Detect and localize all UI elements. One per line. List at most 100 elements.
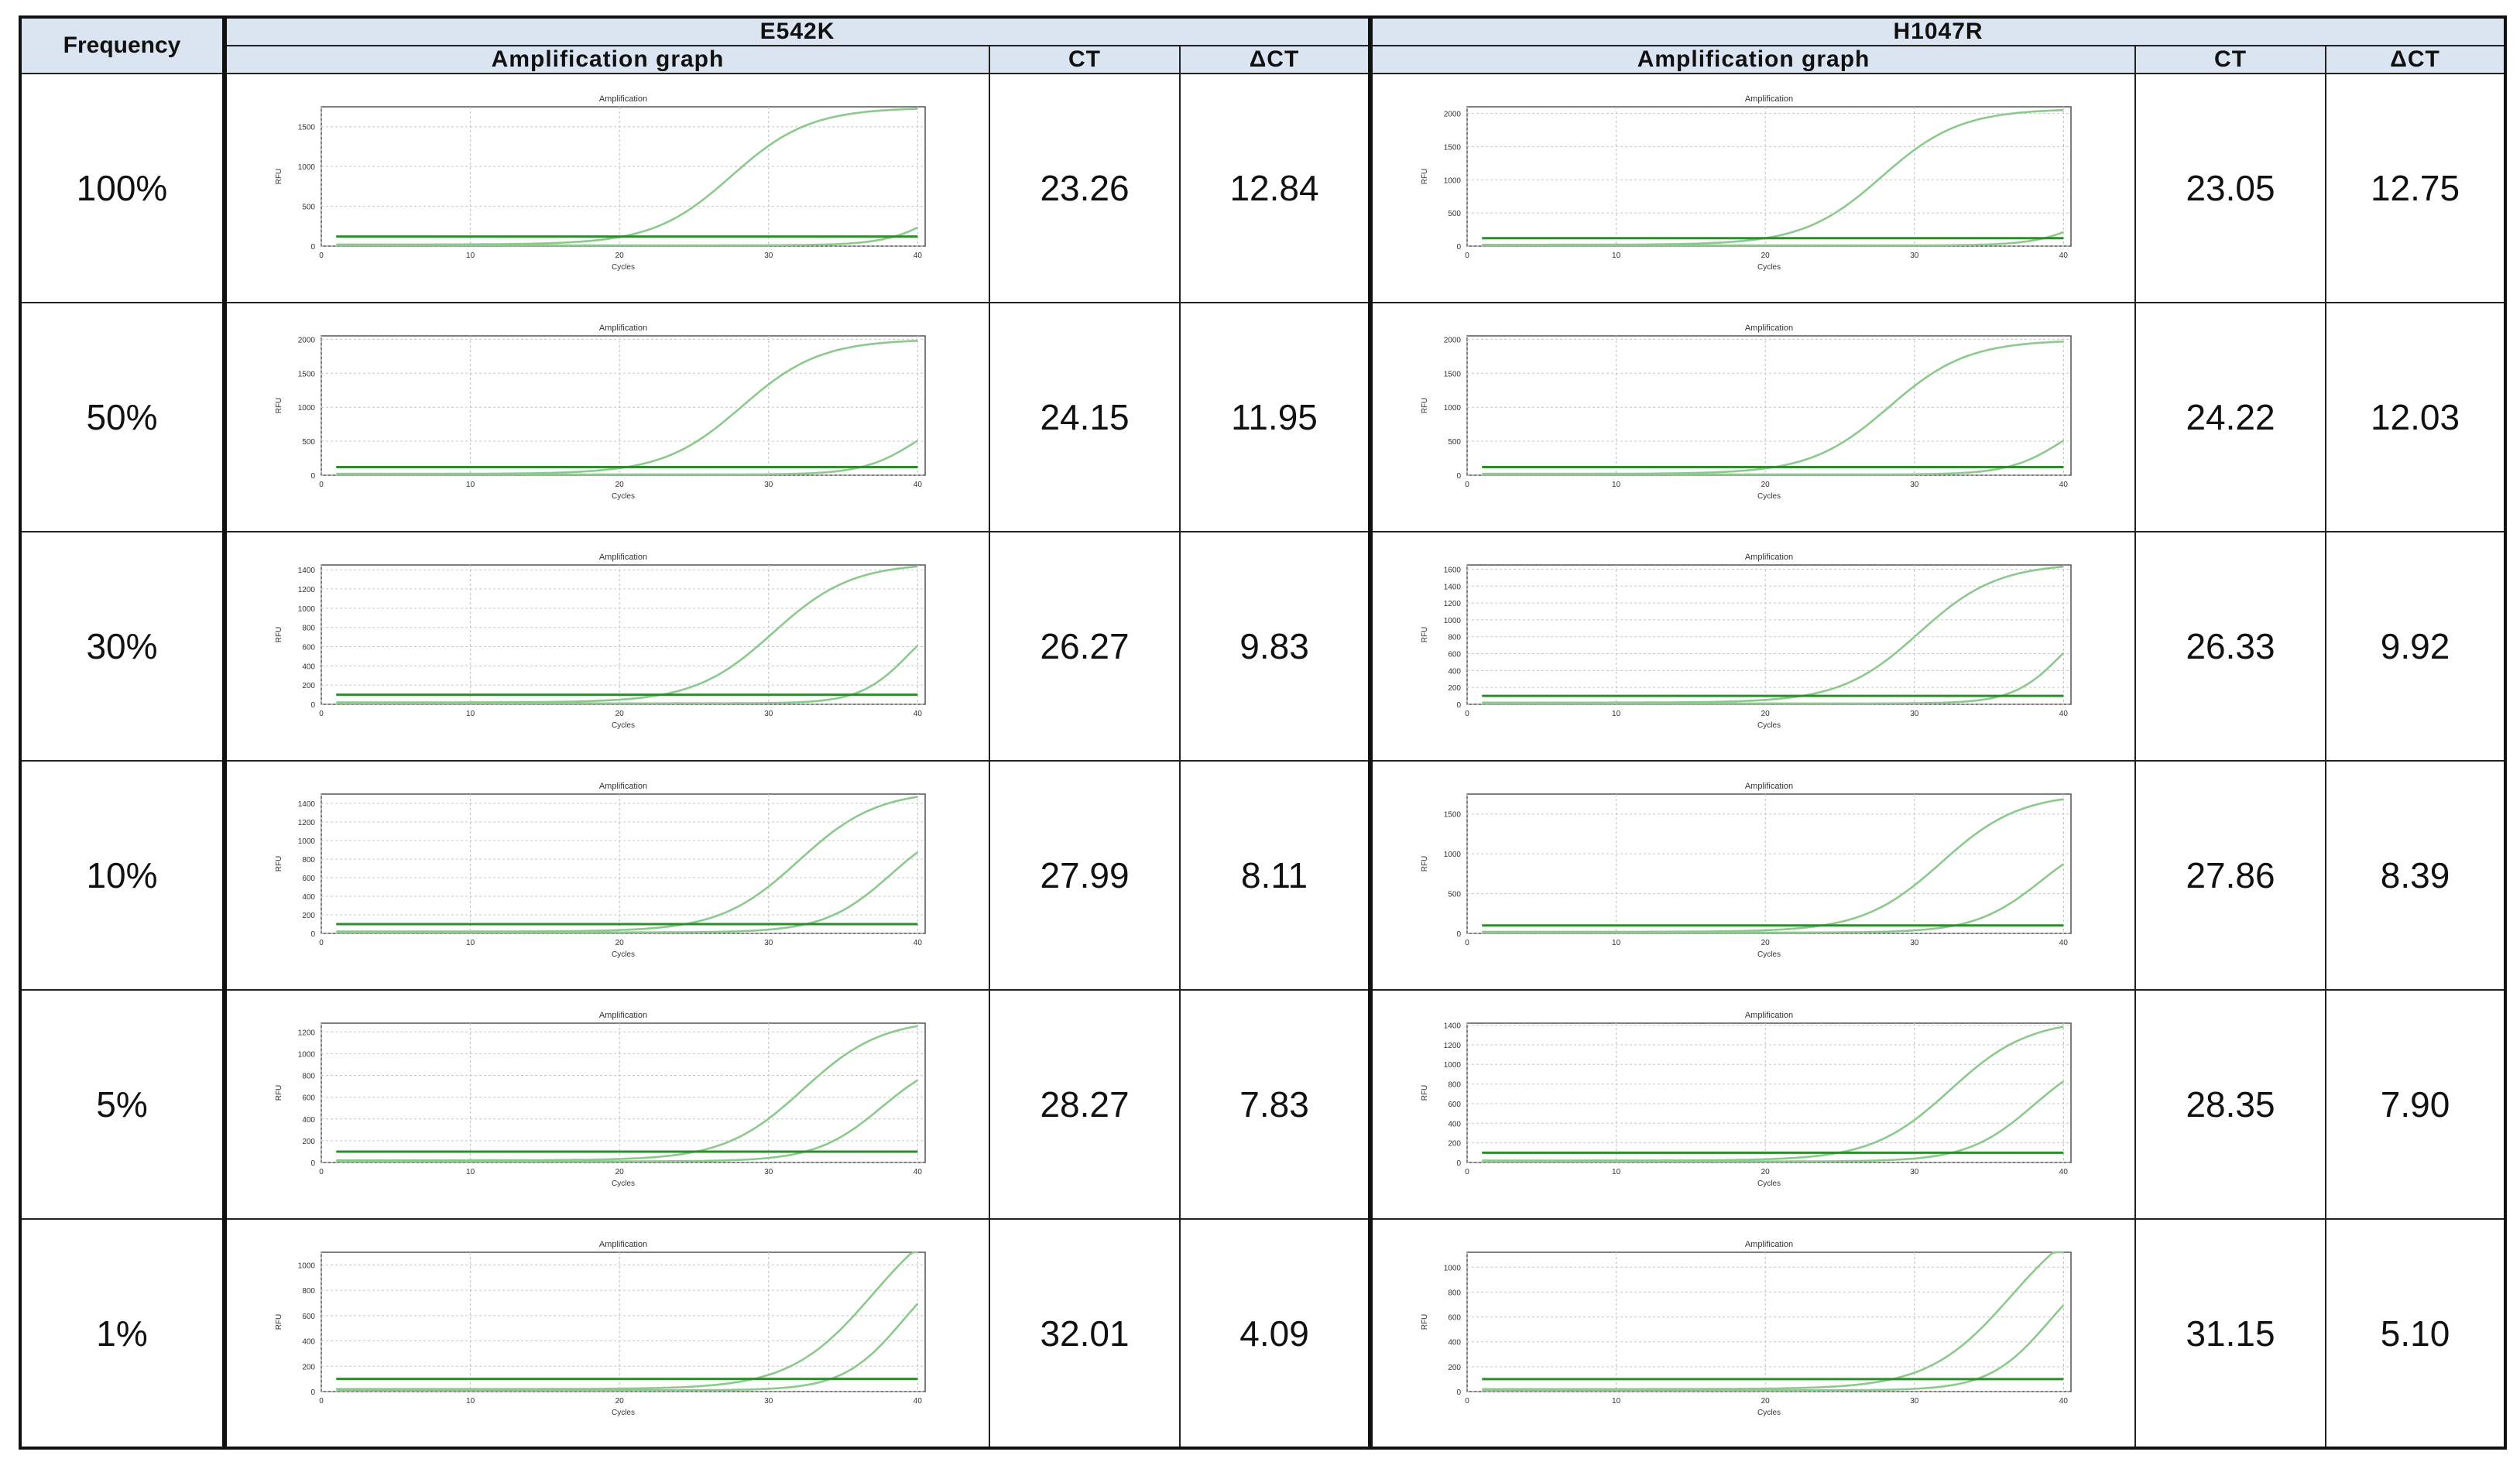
x-tick-label: 0 bbox=[319, 252, 324, 260]
y-tick-label: 200 bbox=[302, 682, 315, 690]
ct-value-e542k: 26.27 bbox=[989, 531, 1181, 762]
y-tick-label: 500 bbox=[302, 204, 315, 212]
amplification-curve bbox=[336, 1302, 919, 1392]
y-tick-label: 600 bbox=[1448, 1313, 1461, 1322]
y-tick-label: 400 bbox=[302, 1337, 315, 1346]
y-tick-label: 0 bbox=[1456, 1159, 1461, 1168]
plot-frame bbox=[1466, 793, 2072, 934]
x-tick-label: 20 bbox=[615, 1168, 625, 1176]
x-tick-label: 40 bbox=[2059, 1397, 2069, 1406]
y-tick-label: 1000 bbox=[1444, 404, 1462, 413]
y-tick-label: 600 bbox=[1448, 651, 1461, 659]
y-tick-label: 1400 bbox=[298, 567, 316, 575]
y-axis-label: RFU bbox=[1421, 169, 1429, 185]
ct-value-h1047r: 27.86 bbox=[2134, 760, 2327, 991]
dct-value-e542k: 8.11 bbox=[1178, 760, 1372, 991]
y-axis-label: RFU bbox=[1421, 856, 1429, 872]
y-tick-label: 1000 bbox=[298, 1050, 316, 1059]
x-tick-label: 30 bbox=[1910, 939, 1919, 947]
y-tick-label: 600 bbox=[302, 1312, 315, 1320]
x-tick-label: 40 bbox=[2059, 710, 2069, 718]
y-tick-label: 1000 bbox=[298, 163, 316, 172]
y-tick-label: 1000 bbox=[1444, 617, 1462, 625]
amplification-curve bbox=[336, 1025, 918, 1162]
y-tick-label: 400 bbox=[302, 1116, 315, 1125]
amplification-curve bbox=[336, 1251, 918, 1390]
y-tick-label: 1000 bbox=[1444, 1264, 1462, 1272]
y-tick-label: 1400 bbox=[298, 800, 316, 809]
x-tick-label: 10 bbox=[466, 939, 475, 947]
ct-value-e542k: 32.01 bbox=[989, 1218, 1181, 1450]
x-tick-label: 30 bbox=[1910, 1397, 1919, 1406]
x-axis-label: Cycles bbox=[1757, 721, 1781, 730]
chart-title: Amplification bbox=[1745, 94, 1793, 104]
x-tick-label: 40 bbox=[914, 1397, 923, 1406]
y-axis-label: RFU bbox=[1421, 1313, 1429, 1330]
plot-frame bbox=[1466, 1251, 2072, 1392]
frequency-header: Frequency bbox=[19, 15, 227, 74]
x-axis-label: Cycles bbox=[612, 1180, 635, 1188]
y-tick-label: 800 bbox=[302, 856, 315, 865]
dct-value-e542k: 4.09 bbox=[1178, 1218, 1372, 1450]
x-tick-label: 10 bbox=[1612, 1397, 1621, 1406]
chart-title: Amplification bbox=[599, 782, 647, 791]
frequency-cell: 50% bbox=[19, 302, 227, 532]
ct-value-h1047r: 23.05 bbox=[2134, 73, 2327, 303]
x-tick-label: 0 bbox=[1465, 710, 1469, 718]
frequency-cell: 100% bbox=[19, 73, 227, 303]
y-tick-label: 800 bbox=[302, 1073, 315, 1081]
y-tick-label: 2000 bbox=[298, 336, 316, 344]
amplification-graph-e542k: Amplification 0 10 20 30 40 0 200 400 600 800 1000 1… bbox=[224, 989, 990, 1220]
y-tick-label: 0 bbox=[310, 1388, 315, 1397]
y-tick-label: 1000 bbox=[298, 1262, 316, 1270]
x-tick-label: 0 bbox=[1465, 1168, 1469, 1176]
amplification-curve bbox=[336, 644, 919, 705]
amplification-curve bbox=[1482, 863, 2065, 934]
chart-title: Amplification bbox=[1745, 1011, 1793, 1020]
x-tick-label: 30 bbox=[764, 252, 773, 260]
y-axis-label: RFU bbox=[1421, 1085, 1429, 1101]
y-tick-label: 1000 bbox=[298, 605, 316, 614]
y-tick-label: 600 bbox=[302, 875, 315, 883]
dct-value-h1047r: 5.10 bbox=[2325, 1218, 2508, 1450]
y-axis-label: RFU bbox=[275, 169, 283, 185]
x-tick-label: 30 bbox=[764, 1168, 773, 1176]
x-tick-label: 20 bbox=[615, 1397, 625, 1406]
x-axis-label: Cycles bbox=[612, 950, 635, 959]
x-tick-label: 20 bbox=[1761, 710, 1771, 718]
x-tick-label: 10 bbox=[466, 710, 475, 718]
x-axis-label: Cycles bbox=[1757, 492, 1781, 501]
amplification-curve bbox=[336, 226, 918, 247]
x-tick-label: 40 bbox=[2059, 1168, 2069, 1176]
x-tick-label: 10 bbox=[1612, 252, 1621, 260]
y-tick-label: 1600 bbox=[1444, 566, 1462, 574]
x-tick-label: 0 bbox=[1465, 1397, 1469, 1406]
y-tick-label: 400 bbox=[1448, 1338, 1461, 1347]
dct-value-e542k: 12.84 bbox=[1178, 73, 1372, 303]
plot-frame bbox=[321, 1251, 926, 1392]
chart-title: Amplification bbox=[1745, 782, 1793, 791]
y-tick-label: 0 bbox=[310, 930, 315, 939]
x-tick-label: 10 bbox=[1612, 481, 1621, 489]
y-tick-label: 1200 bbox=[1444, 1042, 1462, 1050]
x-tick-label: 0 bbox=[1465, 481, 1469, 489]
results-table: Frequency E542K H1047R Amplification gra… bbox=[19, 15, 2508, 1450]
y-tick-label: 800 bbox=[1448, 1289, 1461, 1297]
table-row: 50% Amplification 0 10 20 30 40 0 500 1000 1500 200… bbox=[19, 302, 2508, 532]
group-header-h1047r: H1047R bbox=[1368, 15, 2508, 46]
y-tick-label: 200 bbox=[1448, 684, 1461, 693]
x-tick-label: 30 bbox=[1910, 252, 1919, 260]
x-axis-label: Cycles bbox=[612, 1409, 635, 1417]
table-row: 30% Amplification 0 10 20 30 40 0 200 400 600 800 10… bbox=[19, 531, 2508, 762]
graph-header-h1047r: Amplification graph bbox=[1368, 45, 2137, 74]
y-axis-label: RFU bbox=[275, 1313, 283, 1330]
x-axis-label: Cycles bbox=[612, 721, 635, 730]
y-tick-label: 200 bbox=[302, 912, 315, 920]
amplification-curve bbox=[1482, 231, 2064, 247]
x-tick-label: 20 bbox=[615, 481, 625, 489]
amplification-curve bbox=[336, 1079, 919, 1162]
x-tick-label: 20 bbox=[1761, 481, 1771, 489]
